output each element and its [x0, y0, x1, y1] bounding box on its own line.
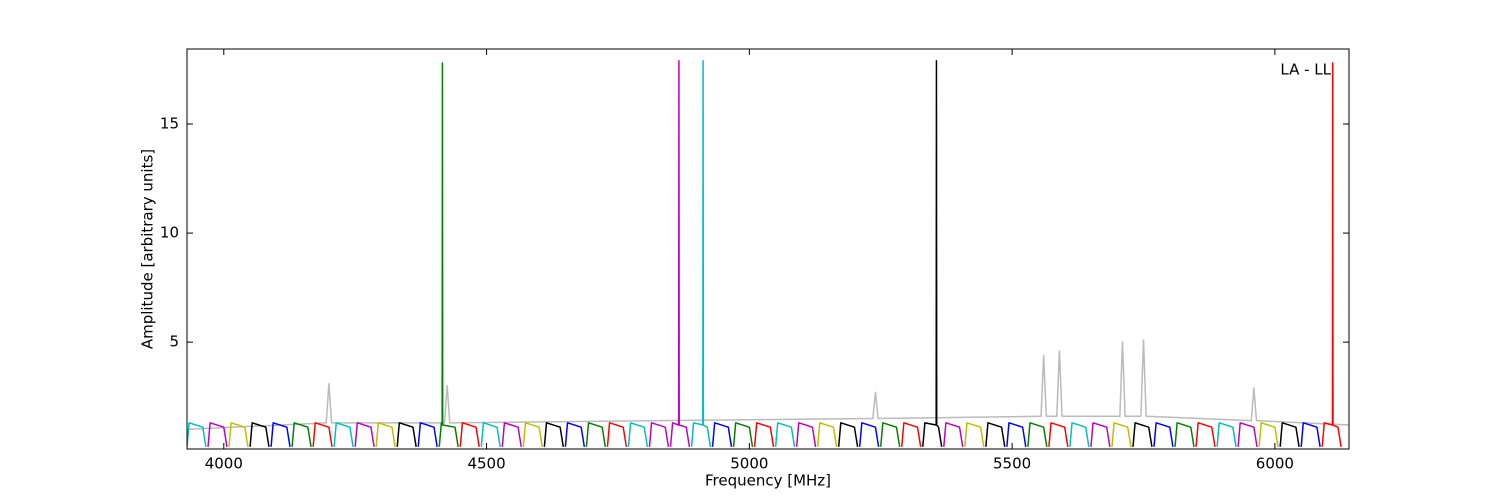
y-tick-label: 5 [169, 333, 179, 351]
data-line [291, 62, 1195, 447]
data-line [312, 62, 1342, 447]
data-line [187, 60, 1237, 447]
x-tick-label: 5000 [730, 455, 768, 473]
y-axis-label: Amplitude [arbitrary units] [139, 149, 157, 349]
data-line [207, 60, 1258, 447]
x-tick-label: 4500 [467, 455, 505, 473]
data-line [249, 60, 1300, 447]
x-tick-label: 5500 [993, 455, 1031, 473]
data-line [270, 422, 1321, 447]
x-tick-label: 6000 [1256, 455, 1294, 473]
y-tick-label: 10 [160, 224, 179, 242]
y-tick-label: 15 [160, 115, 179, 133]
data-line [228, 422, 1279, 447]
annotation: LA - LL [1280, 61, 1331, 79]
x-axis-label: Frequency [MHz] [705, 472, 831, 490]
x-tick-label: 4000 [205, 455, 243, 473]
plot-frame [186, 48, 1350, 450]
plot-lines [187, 60, 1349, 447]
data-line [187, 339, 1349, 431]
